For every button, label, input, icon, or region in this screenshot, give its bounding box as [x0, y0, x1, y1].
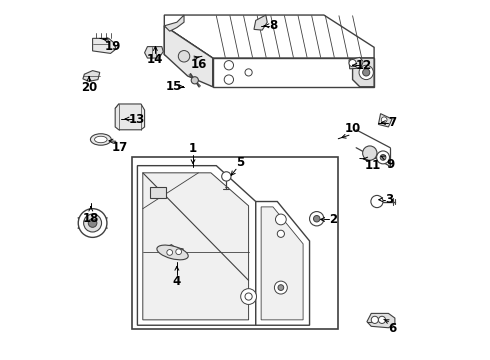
Text: 19: 19 [105, 40, 121, 53]
Circle shape [349, 59, 356, 67]
Text: 5: 5 [236, 156, 245, 169]
Circle shape [371, 316, 378, 323]
Polygon shape [143, 173, 248, 320]
Circle shape [378, 316, 386, 323]
Circle shape [278, 285, 284, 291]
Ellipse shape [91, 134, 111, 145]
Polygon shape [213, 58, 374, 87]
Text: 10: 10 [345, 122, 362, 135]
Text: 20: 20 [81, 81, 97, 94]
Text: 3: 3 [385, 193, 393, 206]
Polygon shape [164, 26, 213, 87]
Bar [132, 157, 338, 329]
Circle shape [84, 214, 101, 232]
Circle shape [78, 209, 107, 237]
Polygon shape [254, 15, 267, 30]
Circle shape [88, 219, 97, 227]
Circle shape [167, 249, 172, 255]
Polygon shape [162, 244, 175, 255]
Text: 7: 7 [389, 116, 397, 129]
Text: 12: 12 [355, 59, 371, 72]
Text: 6: 6 [389, 321, 397, 334]
Circle shape [241, 289, 256, 305]
Circle shape [363, 69, 370, 76]
Polygon shape [172, 247, 183, 256]
Polygon shape [83, 71, 100, 81]
Polygon shape [261, 207, 303, 320]
Polygon shape [164, 26, 213, 87]
Text: 8: 8 [270, 19, 278, 32]
Polygon shape [367, 314, 395, 328]
Text: 1: 1 [189, 142, 197, 155]
Polygon shape [353, 58, 374, 87]
Circle shape [245, 69, 252, 76]
Text: 17: 17 [112, 141, 128, 154]
Text: 2: 2 [329, 213, 338, 226]
Circle shape [191, 77, 198, 84]
Circle shape [371, 195, 383, 208]
Circle shape [363, 146, 377, 160]
Circle shape [275, 214, 286, 225]
Circle shape [178, 50, 190, 62]
Text: 4: 4 [173, 275, 181, 288]
Ellipse shape [95, 136, 107, 143]
Polygon shape [145, 46, 163, 58]
Circle shape [314, 216, 320, 222]
Circle shape [245, 293, 252, 300]
Polygon shape [137, 166, 256, 325]
Circle shape [277, 230, 285, 237]
Circle shape [274, 281, 287, 294]
Text: 14: 14 [147, 53, 164, 66]
Circle shape [380, 154, 386, 160]
Circle shape [221, 172, 231, 181]
Circle shape [224, 75, 234, 84]
Circle shape [381, 117, 387, 123]
Polygon shape [150, 187, 166, 198]
Text: 9: 9 [387, 158, 395, 171]
Circle shape [224, 60, 234, 70]
Text: 13: 13 [128, 113, 145, 126]
Polygon shape [93, 39, 116, 53]
Text: 16: 16 [190, 58, 207, 71]
Polygon shape [164, 15, 184, 31]
Circle shape [176, 249, 181, 255]
Text: 11: 11 [365, 159, 381, 172]
Polygon shape [115, 104, 145, 130]
Polygon shape [349, 57, 364, 69]
Text: 18: 18 [83, 212, 99, 225]
Polygon shape [378, 114, 392, 127]
Circle shape [359, 65, 373, 80]
Circle shape [310, 212, 324, 226]
Polygon shape [256, 202, 310, 325]
Circle shape [377, 151, 390, 164]
Polygon shape [164, 15, 374, 58]
Text: 15: 15 [166, 80, 183, 93]
Ellipse shape [157, 245, 188, 260]
